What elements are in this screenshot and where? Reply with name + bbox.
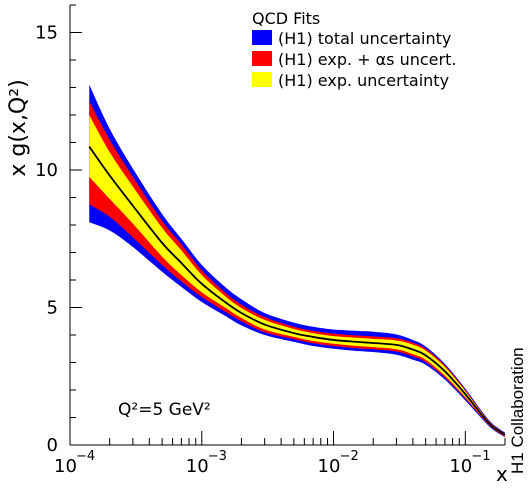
x-tick-base: 10 (54, 456, 77, 477)
legend-title: QCD Fits (252, 9, 320, 28)
x-tick-exponent: −4 (76, 449, 95, 464)
legend: QCD Fits (H1) total uncertainty (H1) exp.… (252, 9, 456, 90)
x-tick-labels: 10 −4 10 −3 10 −2 10 −1 (54, 449, 491, 477)
y-tick-labels: 0 5 10 15 (35, 23, 58, 457)
x-tick-base: 10 (186, 456, 209, 477)
total-uncertainty-band (89, 84, 505, 438)
legend-label: (H1) exp. + αs uncert. (278, 50, 456, 69)
legend-entry: (H1) exp. + αs uncert. (252, 50, 456, 69)
y-tick-label: 15 (35, 23, 58, 44)
legend-label: (H1) total uncertainty (278, 29, 451, 48)
x-tick-label: 10 −3 (186, 449, 227, 477)
central-fit-line (88, 146, 506, 436)
x-tick-label: 10 −2 (318, 449, 359, 477)
axes (69, 4, 506, 446)
x-tick-exponent: −3 (208, 449, 227, 464)
legend-swatch (252, 30, 272, 45)
x-tick-base: 10 (449, 456, 472, 477)
uncertainty-bands (89, 84, 505, 438)
legend-swatch (252, 72, 272, 87)
collaboration-label: H1 Collaboration (508, 347, 527, 474)
x-tick-exponent: −1 (471, 449, 490, 464)
y-axis-title: x g(x,Q²) (6, 79, 31, 176)
x-tick-label: 10 −1 (449, 449, 490, 477)
exp-uncertainty-band (89, 115, 505, 436)
legend-entry: (H1) exp. uncertainty (252, 71, 449, 90)
exp-alphas-uncertainty-band (89, 101, 505, 437)
legend-label: (H1) exp. uncertainty (278, 71, 449, 90)
legend-swatch (252, 51, 272, 66)
x-tick-label: 10 −4 (54, 449, 95, 477)
y-tick-label: 0 (47, 435, 58, 456)
y-tick-label: 10 (35, 160, 58, 181)
legend-entry: (H1) total uncertainty (252, 29, 451, 48)
central-fit-line-group (88, 146, 506, 436)
x-tick-exponent: −2 (340, 449, 359, 464)
x-tick-base: 10 (318, 456, 341, 477)
x-axis-title: x (496, 462, 508, 486)
q2-annotation: Q²=5 GeV² (118, 400, 211, 420)
y-tick-label: 5 (47, 298, 58, 319)
